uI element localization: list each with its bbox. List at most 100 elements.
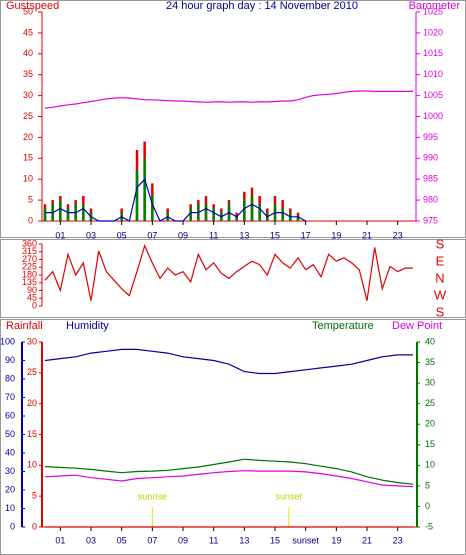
x-tick-label: 23 bbox=[393, 535, 403, 545]
tick-label: 40 bbox=[23, 48, 33, 58]
series-line bbox=[44, 470, 414, 488]
tick-label: 100 bbox=[0, 336, 15, 346]
panel-border bbox=[0, 239, 466, 318]
x-tick-label: 15 bbox=[270, 230, 280, 240]
tick-label: 15 bbox=[27, 429, 37, 439]
series-line bbox=[44, 90, 413, 109]
tick-label: 0 bbox=[32, 300, 37, 310]
tick-label: 25 bbox=[425, 398, 435, 408]
tick-label: 25 bbox=[23, 111, 33, 121]
tick-label: 1015 bbox=[423, 48, 443, 58]
x-tick-label: 23 bbox=[393, 230, 403, 240]
tick-label: 135 bbox=[22, 277, 37, 287]
series-line bbox=[45, 178, 306, 222]
annotation: sunset bbox=[276, 491, 303, 501]
x-tick-label: 03 bbox=[86, 230, 96, 240]
tick-label: 50 bbox=[5, 429, 15, 439]
tick-label: 30 bbox=[23, 90, 33, 100]
x-tick-label: 13 bbox=[239, 535, 249, 545]
tick-label: 90 bbox=[5, 355, 15, 365]
tick-label: 30 bbox=[27, 336, 37, 346]
tick-label: 10 bbox=[27, 460, 37, 470]
x-tick-label: 09 bbox=[178, 230, 188, 240]
x-tick-label: 15 bbox=[270, 535, 280, 545]
y-axis-label: Gustspeed bbox=[6, 0, 59, 12]
tick-label: 315 bbox=[22, 246, 37, 256]
tick-label: 50 bbox=[23, 6, 33, 16]
compass-label: E bbox=[436, 253, 445, 268]
tick-label: 15 bbox=[23, 153, 33, 163]
tick-label: 5 bbox=[28, 194, 33, 204]
x-tick-label: 21 bbox=[362, 230, 372, 240]
tick-label: 80 bbox=[5, 373, 15, 383]
tick-label: 995 bbox=[423, 132, 438, 142]
tick-label: 30 bbox=[5, 466, 15, 476]
tick-label: 20 bbox=[5, 484, 15, 494]
series-line bbox=[44, 243, 413, 301]
tick-label: 10 bbox=[23, 174, 33, 184]
x-tick-label: 09 bbox=[178, 535, 188, 545]
x-tick-label: sunset bbox=[292, 535, 319, 545]
tick-label: 0 bbox=[10, 521, 15, 531]
tick-label: 20 bbox=[27, 398, 37, 408]
tick-label: 1020 bbox=[423, 27, 443, 37]
series-line bbox=[44, 458, 414, 485]
tick-label: 45 bbox=[23, 27, 33, 37]
tick-label: 360 bbox=[22, 238, 37, 248]
tick-label: 30 bbox=[425, 377, 435, 387]
tick-label: 25 bbox=[27, 367, 37, 377]
tick-label: 5 bbox=[425, 480, 430, 490]
tick-label: 0 bbox=[28, 215, 33, 225]
tick-label: 270 bbox=[22, 254, 37, 264]
series-label: Rainfall bbox=[6, 320, 43, 332]
y2-axis-label: Barometer bbox=[409, 0, 461, 12]
x-tick-label: 19 bbox=[331, 230, 341, 240]
chart-title: 24 hour graph day : 14 November 2010 bbox=[166, 0, 358, 12]
x-tick-label: 13 bbox=[239, 230, 249, 240]
tick-label: 40 bbox=[425, 336, 435, 346]
x-tick-label: 05 bbox=[117, 230, 127, 240]
tick-label: 10 bbox=[425, 460, 435, 470]
tick-label: 15 bbox=[425, 439, 435, 449]
tick-label: 20 bbox=[425, 419, 435, 429]
compass-label: S bbox=[436, 304, 445, 319]
tick-label: 10 bbox=[5, 503, 15, 513]
x-tick-label: 19 bbox=[331, 535, 341, 545]
tick-label: 60 bbox=[5, 410, 15, 420]
tick-label: 1005 bbox=[423, 90, 443, 100]
x-tick-label: 17 bbox=[301, 230, 311, 240]
tick-label: 70 bbox=[5, 392, 15, 402]
tick-label: 985 bbox=[423, 174, 438, 184]
panel-border bbox=[0, 0, 466, 238]
tick-label: 975 bbox=[423, 215, 438, 225]
tick-label: 35 bbox=[425, 357, 435, 367]
x-tick-label: 21 bbox=[362, 535, 372, 545]
series-label: Dew Point bbox=[392, 320, 442, 332]
tick-label: 1000 bbox=[423, 111, 443, 121]
tick-label: 45 bbox=[27, 293, 37, 303]
tick-label: 5 bbox=[32, 491, 37, 501]
x-tick-label: 07 bbox=[147, 230, 157, 240]
tick-label: 990 bbox=[423, 153, 438, 163]
tick-label: -5 bbox=[425, 521, 433, 531]
compass-label: N bbox=[435, 270, 444, 285]
x-tick-label: 05 bbox=[117, 535, 127, 545]
compass-label: W bbox=[434, 287, 447, 302]
compass-label: S bbox=[436, 236, 445, 251]
tick-label: 1010 bbox=[423, 69, 443, 79]
tick-label: 0 bbox=[32, 521, 37, 531]
tick-label: 40 bbox=[5, 447, 15, 457]
x-tick-label: 11 bbox=[209, 535, 218, 545]
tick-label: 980 bbox=[423, 194, 438, 204]
tick-label: 180 bbox=[22, 269, 37, 279]
annotation: sunrise bbox=[138, 491, 167, 501]
tick-label: 1025 bbox=[423, 6, 443, 16]
tick-label: 0 bbox=[425, 501, 430, 511]
x-tick-label: 11 bbox=[209, 230, 218, 240]
series-line bbox=[44, 348, 413, 375]
x-tick-label: 07 bbox=[147, 535, 157, 545]
tick-label: 225 bbox=[22, 262, 37, 272]
x-tick-label: 01 bbox=[55, 230, 65, 240]
tick-label: 20 bbox=[23, 132, 33, 142]
